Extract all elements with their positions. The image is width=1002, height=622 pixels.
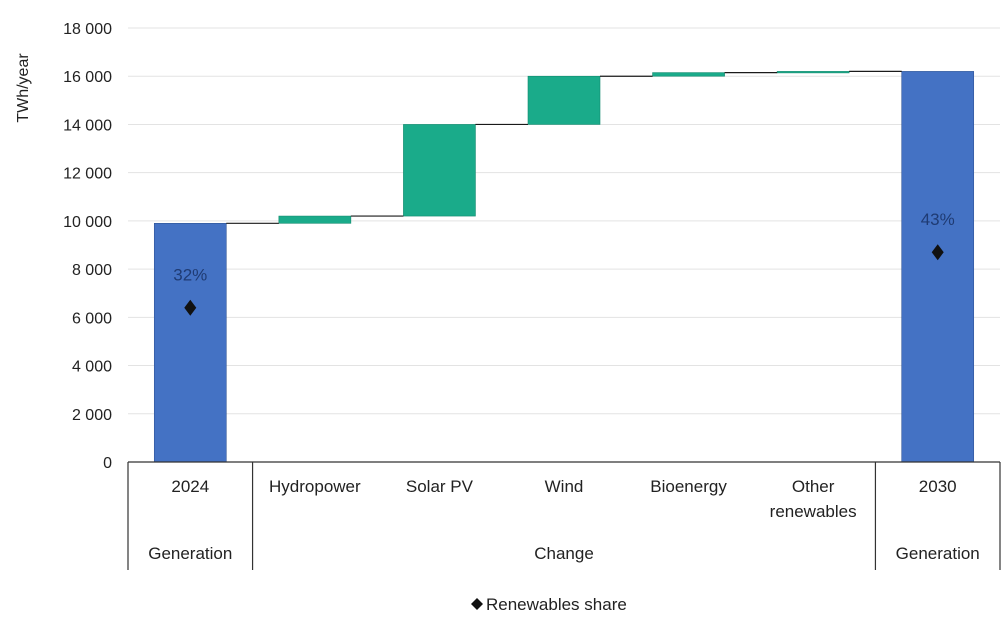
- bar-2024: [153, 223, 227, 463]
- bar-2030: [901, 71, 975, 463]
- y-tick-label: 6 000: [72, 310, 112, 327]
- x-group-label: Generation: [148, 544, 232, 563]
- bar-bioenergy: [652, 72, 725, 77]
- x-group-label: Change: [534, 544, 594, 563]
- y-tick-label: 4 000: [72, 359, 112, 376]
- x-category-label: Hydropower: [269, 477, 361, 496]
- renewables-share-diamond-icon: [931, 244, 944, 261]
- renewables-share-data-label: 43%: [921, 210, 955, 229]
- bar-solar-pv: [403, 124, 476, 217]
- legend-label-renewables-share: Renewables share: [486, 595, 627, 614]
- x-category-label: Other: [792, 477, 835, 496]
- y-tick-label: 10 000: [63, 214, 112, 231]
- x-category-label: Wind: [545, 477, 584, 496]
- renewables-share-data-label: 32%: [173, 266, 207, 285]
- x-group-label: Generation: [896, 544, 980, 563]
- bar-hydropower: [278, 215, 352, 224]
- y-tick-label: 14 000: [63, 117, 112, 134]
- legend: Renewables share: [471, 595, 627, 614]
- y-tick-label: 12 000: [63, 166, 112, 183]
- y-tick-label: 18 000: [63, 21, 112, 38]
- bar-wind: [527, 75, 601, 125]
- y-axis-label: TWh/year: [15, 53, 32, 123]
- connector-lines: [226, 70, 902, 224]
- renewables-share-markers: 32% 43%: [173, 210, 955, 316]
- legend-diamond-icon: [471, 598, 483, 610]
- gridlines: [128, 27, 1000, 415]
- x-axis-categories: 2024 Hydropower Solar PV Wind Bioenergy Other…: [127, 461, 1001, 570]
- y-tick-label: 8 000: [72, 262, 112, 279]
- x-category-label: Solar PV: [406, 477, 474, 496]
- y-axis-ticks: 0 2 000 4 000 6 000 8 000 10 000 12 000 14 000 1…: [63, 21, 112, 472]
- x-category-label: renewables: [770, 502, 857, 521]
- x-category-label: 2030: [919, 477, 957, 496]
- y-tick-label: 16 000: [63, 69, 112, 86]
- x-category-label: Bioenergy: [650, 477, 727, 496]
- bar-other-renewables: [776, 71, 850, 74]
- bars: [153, 71, 975, 463]
- x-category-label: 2024: [171, 477, 209, 496]
- renewables-share-diamond-icon: [184, 299, 197, 316]
- y-tick-label: 0: [103, 455, 112, 472]
- y-tick-label: 2 000: [72, 407, 112, 424]
